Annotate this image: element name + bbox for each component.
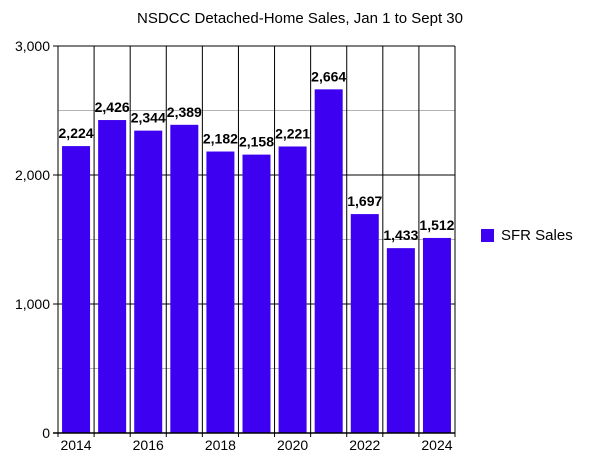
data-label: 2,344	[131, 110, 166, 126]
bar	[98, 120, 127, 434]
bar	[62, 146, 91, 433]
y-tick-label: 3,000	[15, 38, 50, 54]
data-label: 2,158	[239, 134, 274, 150]
legend-swatch	[481, 229, 494, 242]
y-tick-label: 2,000	[15, 167, 50, 183]
x-tick-label: 2014	[60, 437, 91, 453]
bar	[278, 146, 307, 433]
bar	[350, 214, 379, 433]
legend: SFR Sales	[481, 227, 573, 244]
x-tick-label: 2022	[349, 437, 380, 453]
x-tick-label: 2016	[133, 437, 164, 453]
bar	[242, 154, 271, 434]
bar	[422, 237, 451, 433]
x-tick-label: 2024	[421, 437, 452, 453]
chart-title: NSDCC Detached-Home Sales, Jan 1 to Sept…	[137, 10, 463, 27]
x-tick-label: 2018	[205, 437, 236, 453]
data-label: 2,224	[59, 125, 94, 141]
bar	[314, 89, 343, 434]
data-label: 2,221	[275, 125, 310, 141]
data-label: 1,512	[419, 217, 454, 233]
bar	[134, 130, 163, 433]
data-label: 1,697	[347, 193, 382, 209]
data-label: 2,389	[167, 104, 202, 120]
data-label: 2,182	[203, 131, 238, 147]
bar	[170, 124, 199, 433]
data-label: 2,426	[95, 99, 130, 115]
y-tick-label: 0	[42, 425, 50, 441]
x-tick-label: 2020	[277, 437, 308, 453]
bar	[386, 248, 415, 433]
data-label: 2,664	[311, 68, 346, 84]
bar	[206, 151, 235, 433]
data-label: 1,433	[383, 227, 418, 243]
y-tick-label: 1,000	[15, 296, 50, 312]
legend-label: SFR Sales	[501, 227, 573, 244]
